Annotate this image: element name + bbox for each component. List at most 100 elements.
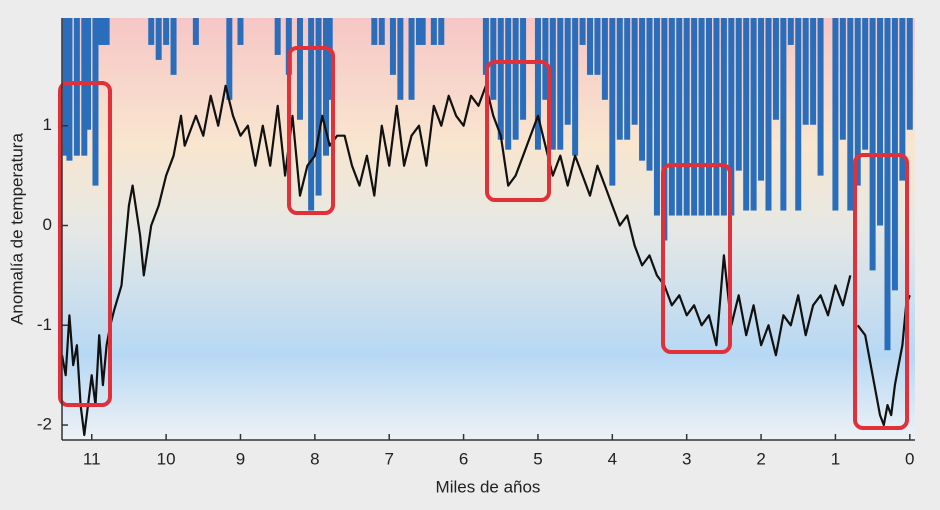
x-tick-label: 2 (756, 449, 765, 468)
bar (430, 18, 437, 45)
bar (103, 18, 110, 45)
highlight-box (661, 163, 732, 354)
bar (795, 18, 802, 211)
bar (631, 18, 638, 125)
x-tick-label: 5 (533, 449, 542, 468)
bar (505, 18, 512, 150)
y-tick-label: 0 (43, 215, 52, 234)
bar (802, 18, 809, 125)
x-tick-label: 0 (905, 449, 914, 468)
bar (66, 18, 73, 161)
bar (315, 18, 322, 196)
x-tick-label: 8 (310, 449, 319, 468)
bar (728, 18, 735, 216)
bar (226, 18, 233, 100)
bar (520, 18, 527, 120)
bar (720, 18, 727, 216)
y-tick-label: -1 (37, 315, 52, 334)
bar (512, 18, 519, 140)
bar (698, 18, 705, 216)
highlight-box (287, 46, 335, 215)
x-tick-label: 7 (384, 449, 393, 468)
bar (408, 18, 415, 100)
bar (274, 18, 281, 55)
bar (237, 18, 244, 45)
bar (415, 18, 422, 45)
bar (706, 18, 713, 216)
bar (323, 18, 330, 156)
temperature-line (60, 84, 911, 437)
y-axis-label: Anomalía de temperatura (7, 133, 26, 325)
bar (646, 18, 653, 171)
bar (419, 18, 426, 45)
bar (661, 18, 668, 241)
bar (148, 18, 155, 45)
x-tick-label: 1 (831, 449, 840, 468)
bar (557, 18, 564, 150)
bar (713, 18, 720, 216)
bar (579, 18, 586, 45)
bar (326, 18, 333, 100)
y-tick-label: 1 (43, 115, 52, 134)
bar (296, 18, 303, 120)
bar (691, 18, 698, 216)
bar (817, 18, 824, 176)
bar (564, 18, 571, 125)
bar (587, 18, 594, 75)
bar (92, 18, 99, 186)
bar (869, 18, 876, 271)
bar (371, 18, 378, 45)
bar (810, 18, 817, 125)
plot (60, 18, 913, 437)
bar (743, 18, 750, 211)
highlight-box (58, 81, 112, 407)
bar (378, 18, 385, 45)
bar (862, 18, 869, 150)
bar (624, 18, 631, 140)
bar (832, 18, 839, 211)
bar (170, 18, 177, 75)
bar (308, 18, 315, 211)
bar (397, 18, 404, 100)
bar (497, 18, 504, 140)
bar (877, 18, 884, 226)
bar (534, 18, 541, 150)
bar (668, 18, 675, 216)
bar (847, 18, 854, 211)
bar (765, 18, 772, 211)
bar (906, 18, 913, 130)
bar (676, 18, 683, 216)
bar (899, 18, 906, 181)
bar (438, 18, 445, 45)
bar (163, 18, 170, 45)
highlight-box (853, 153, 909, 430)
bar (192, 18, 199, 45)
bar (155, 18, 162, 60)
bar (839, 18, 846, 140)
bar (735, 18, 742, 171)
bar (85, 18, 92, 130)
bar (780, 18, 787, 211)
bar (758, 18, 765, 181)
bar (750, 18, 757, 211)
x-tick-label: 6 (459, 449, 468, 468)
bar (490, 18, 497, 100)
y-tick-label: -2 (37, 415, 52, 434)
bar (609, 18, 616, 186)
bar (542, 18, 549, 100)
bar (772, 18, 779, 120)
bar (884, 18, 891, 351)
bar (653, 18, 660, 216)
x-tick-label: 10 (157, 449, 176, 468)
x-axis-label: Miles de años (436, 477, 541, 496)
bar (73, 18, 80, 156)
bar (96, 18, 103, 45)
bar (601, 18, 608, 100)
bar (285, 18, 292, 75)
bar (616, 18, 623, 140)
bar (99, 18, 106, 45)
bar (683, 18, 690, 216)
bar (389, 18, 396, 75)
bar (549, 18, 556, 150)
